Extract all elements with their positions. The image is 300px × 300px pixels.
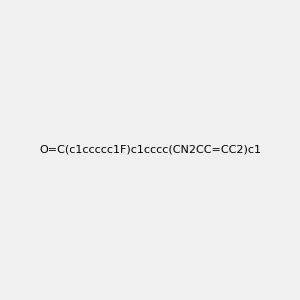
Text: O=C(c1ccccc1F)c1cccc(CN2CC=CC2)c1: O=C(c1ccccc1F)c1cccc(CN2CC=CC2)c1 <box>39 145 261 155</box>
